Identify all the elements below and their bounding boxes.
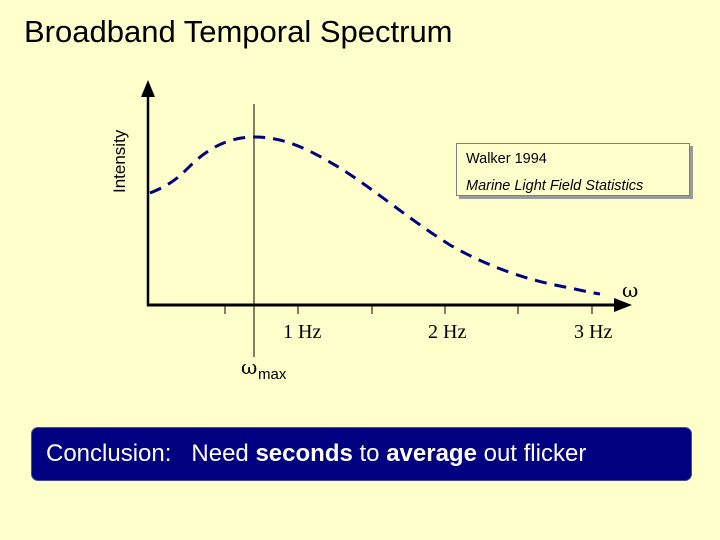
slide-title: Broadband Temporal Spectrum — [24, 14, 453, 49]
x-tick-label-2hz: 2 Hz — [428, 321, 467, 343]
reference-box: Walker 1994 Marine Light Field Statistic… — [456, 143, 690, 196]
x-axis-arrow — [614, 298, 632, 312]
omega-max-symbol: ω — [241, 355, 258, 379]
conclusion-bold-seconds: seconds — [255, 440, 353, 467]
spectrum-curve — [149, 135, 601, 296]
conclusion-banner: Conclusion: Need seconds to average out … — [32, 428, 691, 480]
conclusion-prefix: Conclusion: Need — [46, 440, 256, 467]
conclusion-mid: to — [352, 440, 387, 467]
reference-source: Marine Light Field Statistics — [466, 178, 644, 194]
reference-author: Walker 1994 — [466, 151, 547, 167]
x-tick-label-3hz: 3 Hz — [574, 321, 613, 343]
x-axis-symbol: ω — [622, 278, 639, 302]
y-axis-arrow — [141, 80, 155, 97]
x-tick-label-1hz: 1 Hz — [283, 321, 322, 343]
conclusion-bold-average: average — [386, 440, 477, 467]
y-axis-label: Intensity — [110, 129, 129, 193]
omega-max-subscript: max — [258, 366, 287, 383]
conclusion-suffix: out flicker — [476, 440, 587, 467]
